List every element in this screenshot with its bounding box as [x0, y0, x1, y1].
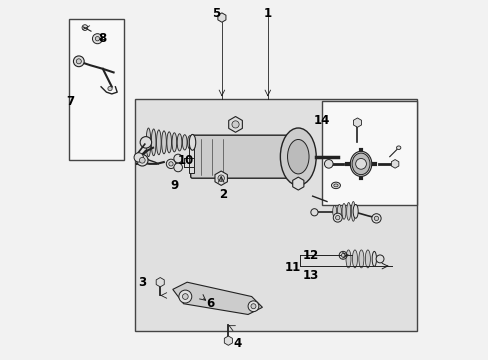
- Ellipse shape: [280, 128, 316, 185]
- Text: 9: 9: [170, 179, 178, 192]
- Text: 11: 11: [284, 261, 301, 274]
- Circle shape: [375, 255, 383, 263]
- Ellipse shape: [351, 202, 355, 221]
- Circle shape: [250, 304, 255, 309]
- Circle shape: [218, 175, 224, 181]
- Text: 6: 6: [206, 297, 214, 310]
- Text: 8: 8: [99, 32, 107, 45]
- Ellipse shape: [172, 133, 176, 152]
- Circle shape: [182, 294, 188, 300]
- Ellipse shape: [341, 253, 344, 257]
- Bar: [135, 99, 416, 330]
- Text: 13: 13: [302, 269, 318, 282]
- Ellipse shape: [156, 130, 161, 155]
- FancyBboxPatch shape: [190, 135, 306, 178]
- Ellipse shape: [151, 129, 156, 156]
- Ellipse shape: [351, 153, 369, 175]
- Circle shape: [92, 34, 102, 44]
- Ellipse shape: [182, 135, 187, 150]
- Circle shape: [136, 154, 148, 166]
- Circle shape: [166, 159, 175, 168]
- Ellipse shape: [189, 134, 195, 150]
- Circle shape: [140, 136, 151, 148]
- Ellipse shape: [331, 182, 340, 189]
- Polygon shape: [172, 282, 262, 315]
- Ellipse shape: [177, 134, 182, 151]
- Text: 4: 4: [233, 337, 241, 350]
- Ellipse shape: [335, 216, 339, 220]
- Ellipse shape: [287, 139, 308, 174]
- Circle shape: [139, 157, 145, 163]
- Ellipse shape: [333, 213, 342, 222]
- Ellipse shape: [349, 151, 371, 176]
- Circle shape: [355, 158, 366, 169]
- Ellipse shape: [187, 136, 192, 149]
- Text: 3: 3: [138, 276, 146, 289]
- Circle shape: [73, 56, 84, 67]
- Circle shape: [174, 163, 182, 172]
- Circle shape: [231, 121, 239, 128]
- Ellipse shape: [396, 146, 400, 149]
- Circle shape: [179, 290, 191, 303]
- Ellipse shape: [333, 184, 337, 187]
- Circle shape: [247, 301, 258, 312]
- Text: 12: 12: [302, 249, 318, 262]
- Circle shape: [82, 25, 88, 31]
- Circle shape: [76, 59, 81, 64]
- Circle shape: [310, 209, 317, 216]
- Ellipse shape: [352, 250, 357, 268]
- Bar: [188, 140, 194, 173]
- Ellipse shape: [339, 251, 346, 259]
- Circle shape: [373, 216, 378, 221]
- Circle shape: [108, 86, 112, 91]
- Ellipse shape: [162, 131, 166, 154]
- Text: 7: 7: [66, 95, 75, 108]
- Ellipse shape: [146, 128, 150, 157]
- Text: 1: 1: [263, 7, 271, 20]
- Circle shape: [371, 214, 380, 223]
- Ellipse shape: [166, 132, 171, 153]
- Ellipse shape: [341, 203, 346, 219]
- Ellipse shape: [332, 206, 336, 217]
- Ellipse shape: [346, 250, 350, 268]
- Circle shape: [324, 159, 332, 168]
- Ellipse shape: [337, 204, 341, 218]
- Text: 5: 5: [211, 7, 220, 20]
- Bar: [69, 19, 124, 160]
- Text: 2: 2: [219, 188, 226, 201]
- Ellipse shape: [371, 251, 376, 266]
- Ellipse shape: [358, 250, 363, 268]
- Ellipse shape: [346, 203, 350, 220]
- Text: 14: 14: [313, 114, 329, 127]
- Circle shape: [95, 37, 100, 41]
- Circle shape: [174, 154, 182, 163]
- Ellipse shape: [365, 250, 369, 268]
- Bar: [321, 101, 416, 205]
- Circle shape: [134, 153, 143, 162]
- Bar: [303, 140, 308, 173]
- Circle shape: [168, 162, 173, 166]
- Text: 10: 10: [177, 154, 193, 167]
- Ellipse shape: [352, 204, 357, 218]
